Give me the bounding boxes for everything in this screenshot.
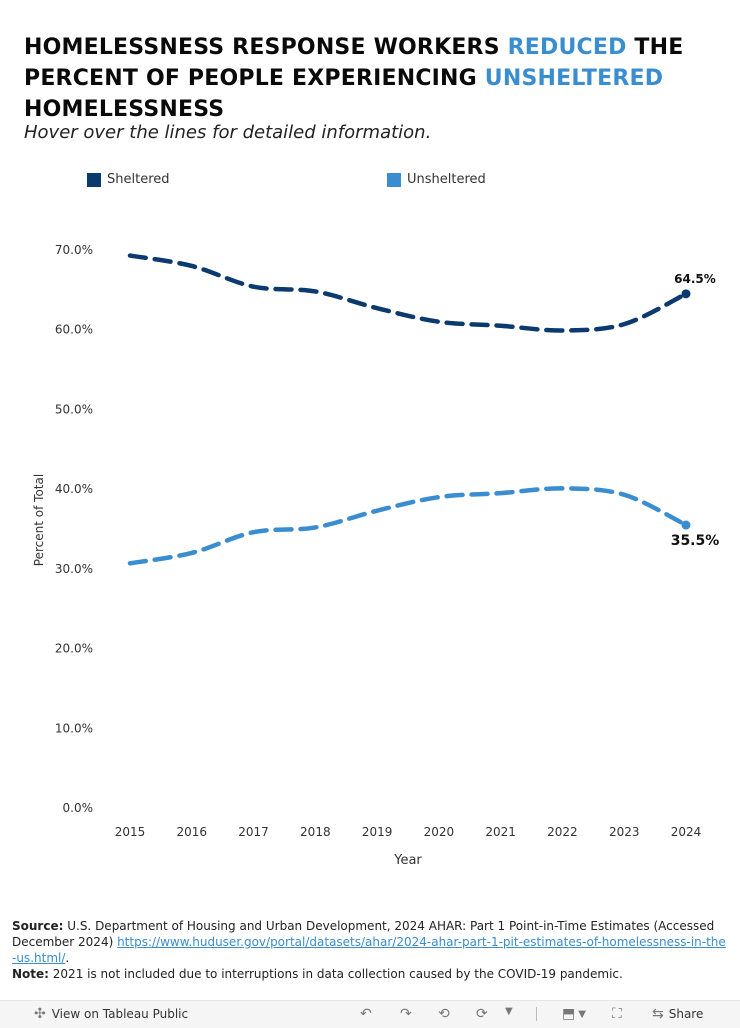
view-on-tableau-button[interactable]: ✣ View on Tableau Public	[34, 1006, 188, 1022]
data-point-unsheltered	[682, 521, 691, 530]
y-tick-label: 70.0%	[55, 243, 93, 257]
legend-label-unsheltered: Unsheltered	[407, 172, 486, 187]
redo-button[interactable]: ↷	[400, 1006, 412, 1022]
y-tick-label: 50.0%	[55, 402, 93, 416]
chart-subtitle: Hover over the lines for detailed inform…	[24, 122, 431, 143]
x-tick-label: 2023	[609, 825, 640, 839]
chart-title: HOMELESSNESS RESPONSE WORKERS REDUCED TH…	[24, 32, 724, 125]
download-chevron-icon: ▼	[578, 1009, 586, 1020]
legend-item-sheltered[interactable]: Sheltered	[87, 172, 170, 187]
note-text: 2021 is not included due to interruption…	[49, 967, 623, 981]
footer-notes: Source: U.S. Department of Housing and U…	[12, 918, 730, 982]
x-tick-label: 2024	[671, 825, 702, 839]
x-tick-label: 2022	[547, 825, 578, 839]
download-button[interactable]: ⬒ ▼	[562, 1006, 586, 1022]
fullscreen-button[interactable]: ⛶	[612, 1006, 622, 1022]
source-link[interactable]: https://www.huduser.gov/portal/datasets/…	[12, 935, 726, 965]
share-label: Share	[669, 1007, 704, 1021]
source-end: .	[65, 951, 69, 965]
x-axis-title: Year	[393, 853, 422, 868]
data-point-sheltered	[682, 289, 691, 298]
legend-swatch-unsheltered	[387, 173, 401, 187]
y-tick-label: 30.0%	[55, 562, 93, 576]
title-text: HOMELESSNESS RESPONSE WORKERS	[24, 35, 508, 60]
end-label-unsheltered: 35.5%	[671, 533, 720, 549]
x-tick-label: 2017	[238, 825, 269, 839]
refresh-dropdown[interactable]: ▼	[505, 1006, 513, 1017]
y-tick-label: 60.0%	[55, 323, 93, 337]
x-tick-label: 2015	[115, 825, 146, 839]
legend-label-sheltered: Sheltered	[107, 172, 170, 187]
undo-button[interactable]: ↶	[360, 1006, 372, 1022]
y-tick-label: 20.0%	[55, 642, 93, 656]
share-button[interactable]: ⇆ Share	[652, 1006, 703, 1022]
y-axis-title: Percent of Total	[32, 474, 46, 566]
revert-icon: ⟲	[438, 1006, 450, 1022]
refresh-button[interactable]: ⟳	[476, 1006, 488, 1022]
y-tick-label: 40.0%	[55, 482, 93, 496]
note-label: Note:	[12, 967, 49, 981]
x-tick-label: 2016	[177, 825, 208, 839]
chevron-down-icon: ▼	[505, 1006, 513, 1017]
y-tick-label: 0.0%	[63, 801, 94, 815]
fullscreen-icon: ⛶	[612, 1006, 622, 1022]
end-label-sheltered: 64.5%	[674, 272, 716, 286]
series-line-unsheltered	[130, 488, 686, 563]
title-text: HOMELESSNESS	[24, 97, 224, 122]
legend-item-unsheltered[interactable]: Unsheltered	[387, 172, 486, 187]
title-highlight: UNSHELTERED	[485, 66, 663, 91]
refresh-icon: ⟳	[476, 1006, 488, 1022]
legend-swatch-sheltered	[87, 173, 101, 187]
tableau-logo-icon: ✣	[34, 1006, 46, 1022]
download-icon: ⬒	[562, 1006, 575, 1022]
redo-icon: ↷	[400, 1006, 412, 1022]
series-line-sheltered	[130, 256, 686, 331]
y-tick-label: 10.0%	[55, 721, 93, 735]
x-tick-label: 2021	[485, 825, 516, 839]
tableau-toolbar: ✣ View on Tableau Public ↶ ↷ ⟲ ⟳ ▼ ⬒ ▼ ⛶…	[0, 1000, 740, 1028]
undo-icon: ↶	[360, 1006, 372, 1022]
toolbar-divider	[536, 1007, 537, 1021]
line-chart: 0.0% 10.0% 20.0% 30.0% 40.0% 50.0% 60.0% 70.0% 2…	[0, 200, 740, 890]
x-tick-label: 2020	[424, 825, 455, 839]
revert-button[interactable]: ⟲	[438, 1006, 450, 1022]
view-on-tableau-label: View on Tableau Public	[52, 1007, 188, 1021]
x-tick-label: 2019	[362, 825, 393, 839]
title-highlight: REDUCED	[508, 35, 627, 60]
source-label: Source:	[12, 919, 63, 933]
x-tick-label: 2018	[300, 825, 331, 839]
share-icon: ⇆	[652, 1006, 664, 1022]
